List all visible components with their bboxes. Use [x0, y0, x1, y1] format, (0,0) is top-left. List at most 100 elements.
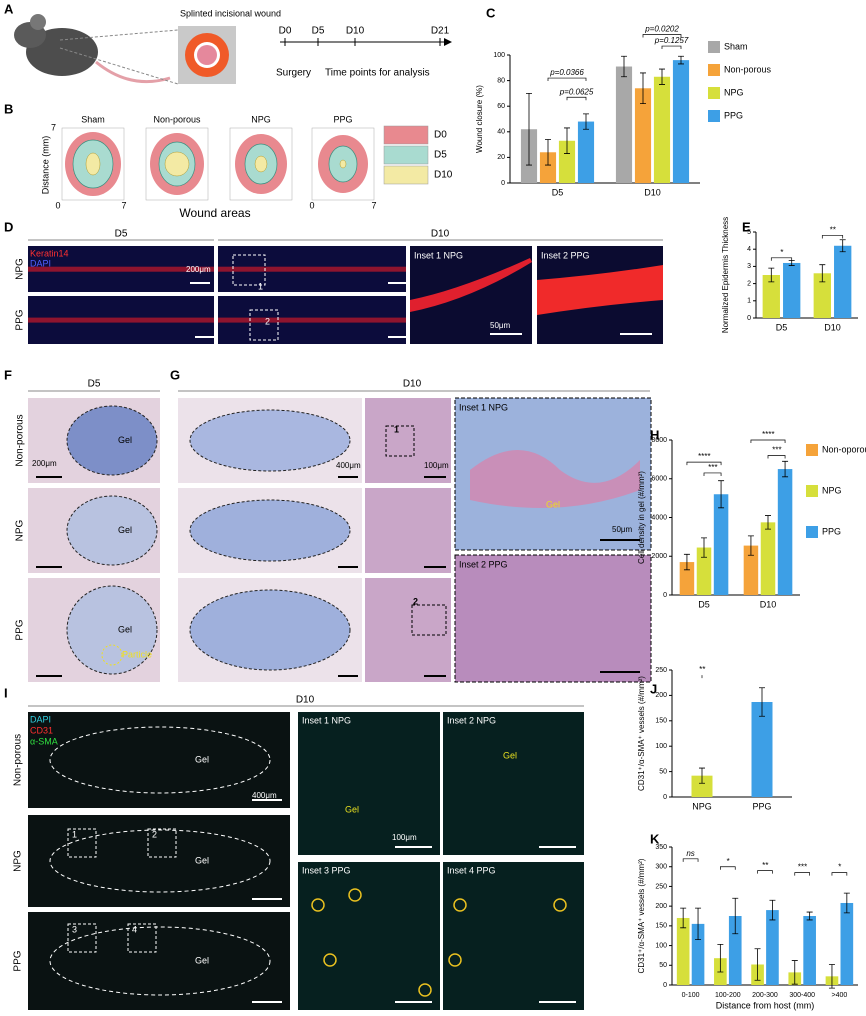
day-label: D10	[431, 229, 450, 240]
significance-label: **	[829, 226, 836, 235]
area-d10	[85, 152, 101, 176]
axis-tick: 7	[51, 122, 56, 132]
box-label: 2	[413, 596, 418, 606]
inset-label: Inset 1 NPG	[459, 402, 508, 412]
scale-bar-label: 400μm	[336, 461, 361, 470]
significance-bracket	[770, 257, 793, 261]
box-label: 1	[72, 829, 77, 839]
inset-box	[147, 828, 177, 858]
row-label: PPG	[15, 309, 26, 330]
panel-label: F	[4, 367, 12, 382]
x-tick-label: PPG	[752, 801, 771, 811]
box-label: 2	[265, 316, 270, 326]
significance-label: ns	[686, 849, 694, 858]
bar	[743, 545, 759, 595]
error-bar	[583, 113, 589, 130]
vessel	[448, 953, 462, 967]
gel-label: Gel	[503, 750, 517, 760]
legend-swatch	[383, 145, 429, 165]
y-tick-label: 40	[497, 129, 505, 136]
y-tick-label: 50	[659, 962, 667, 969]
legend-label: Non-oporous	[822, 444, 866, 454]
inset-label: Inset 2 PPG	[541, 250, 590, 260]
gel-label: Gel	[118, 624, 132, 634]
x-tick-label: D10	[824, 322, 841, 332]
y-tick-label: 4	[747, 246, 751, 253]
x-tick-label: 300-400	[789, 992, 815, 999]
significance-label: **	[762, 861, 769, 870]
row-label: PPG	[13, 950, 24, 971]
day-label: D5	[115, 229, 128, 240]
significance-bracket	[703, 472, 722, 476]
error-bar	[806, 911, 813, 921]
y-tick-label: 0	[747, 315, 751, 322]
gel-region	[49, 829, 271, 893]
significance-bracket	[682, 858, 699, 862]
legend-label: NPG	[724, 87, 744, 97]
y-tick-label: 0	[663, 794, 667, 801]
significance-label: p=0.0625	[559, 87, 594, 96]
inset-label: Inset 2 PPG	[459, 559, 508, 569]
error-bar	[759, 687, 765, 717]
stain-label: DAPI	[30, 714, 51, 724]
area-d10	[164, 151, 190, 177]
vessel	[418, 983, 432, 997]
inset-box	[232, 254, 266, 286]
error-bar	[526, 93, 532, 166]
mouse-ear	[30, 14, 46, 30]
micrograph	[365, 488, 451, 573]
significance-bracket	[831, 872, 848, 876]
gel-region	[66, 405, 158, 476]
timeline-arrow	[444, 38, 452, 46]
y-tick-label: 60	[497, 103, 505, 110]
legend-swatch	[806, 444, 818, 456]
bar	[679, 562, 695, 595]
legend-label: D5	[434, 150, 447, 161]
legend-label: D0	[434, 130, 447, 141]
y-tick-label: 3	[747, 263, 751, 270]
bar	[558, 140, 576, 183]
significance-label: p=0.0202	[644, 25, 679, 34]
y-tick-label: 200	[655, 692, 667, 699]
error-bar	[683, 553, 690, 571]
inset-box	[411, 604, 447, 636]
inset-box	[67, 923, 97, 953]
panel-label: I	[4, 685, 8, 700]
scale-bar-label: 200μm	[32, 459, 57, 468]
y-tick-label: 150	[655, 923, 667, 930]
y-tick-label: 4000	[651, 514, 667, 521]
day-label: D10	[403, 379, 422, 390]
axis-tick: 7	[121, 200, 126, 210]
y-tick-label: 200	[655, 903, 667, 910]
significance-bracket	[821, 235, 844, 239]
gel-label: Gel	[195, 855, 209, 865]
micrograph	[443, 862, 584, 1010]
y-tick-label: 300	[655, 864, 667, 871]
error-bar	[680, 907, 687, 929]
stain-label: CD31	[30, 725, 53, 735]
y-axis-label: Wound closure (%)	[475, 85, 484, 153]
x-tick-label: NPG	[692, 801, 712, 811]
row-label: NPG	[13, 850, 24, 872]
inset-label: Inset 1 NPG	[414, 250, 463, 260]
y-tick-label: 50	[659, 768, 667, 775]
x-tick-label: 100-200	[715, 992, 741, 999]
bar	[762, 275, 780, 318]
day-label: D5	[88, 379, 101, 390]
significance-bracket	[750, 439, 786, 443]
significance-bracket	[547, 77, 587, 82]
axis-tick: 0	[309, 200, 314, 210]
stain-label: α-SMA	[30, 736, 58, 746]
micrograph	[410, 246, 532, 344]
panel-label: G	[170, 367, 180, 382]
group-title: NPG	[251, 114, 271, 124]
timeline-caption: Time points for analysis	[325, 68, 430, 79]
tissue	[470, 450, 640, 508]
inset-box	[67, 828, 97, 858]
gel-label: Gel	[345, 804, 359, 814]
error-bar	[640, 72, 646, 105]
panel-label: E	[742, 219, 751, 234]
micrograph	[365, 578, 451, 682]
legend-swatch	[806, 526, 818, 538]
